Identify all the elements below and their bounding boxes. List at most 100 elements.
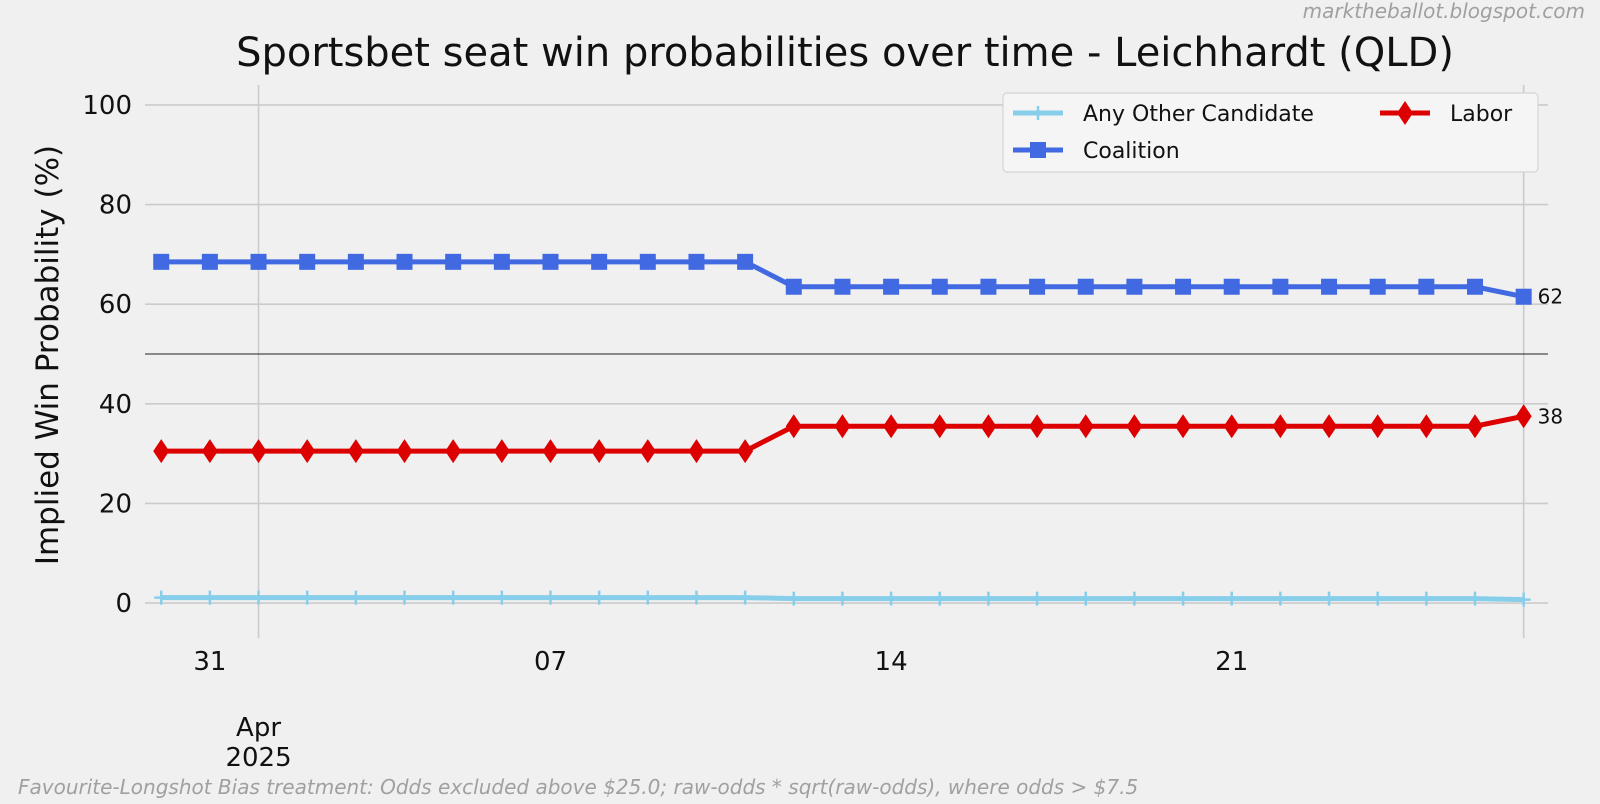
data-point (1515, 288, 1532, 305)
y-tick-label: 80 (99, 191, 132, 221)
data-point (785, 414, 802, 439)
legend-item: Labor (1380, 101, 1513, 127)
data-point (396, 439, 413, 464)
data-point (980, 278, 997, 295)
y-tick-label: 40 (99, 390, 132, 420)
series-coalition (153, 253, 1532, 305)
legend-marker (1030, 142, 1046, 158)
x-tick-label: 21 (1215, 647, 1248, 677)
data-point (1321, 414, 1338, 439)
data-point (1224, 591, 1239, 606)
data-point (1077, 278, 1094, 295)
data-point (347, 439, 364, 464)
data-point (1419, 591, 1434, 606)
y-tick-label: 60 (99, 290, 132, 320)
data-point (1223, 414, 1240, 439)
data-point (785, 278, 802, 295)
data-point (1175, 414, 1192, 439)
data-point (786, 591, 801, 606)
data-point (397, 590, 412, 605)
x-month-label: Apr (236, 713, 281, 743)
data-point (1126, 414, 1143, 439)
data-point (591, 253, 608, 270)
data-point (1272, 414, 1289, 439)
data-point (834, 278, 851, 295)
data-point (981, 591, 996, 606)
data-point (980, 414, 997, 439)
y-axis-label: Implied Win Probability (%) (30, 145, 66, 565)
data-point (201, 253, 218, 270)
data-point (1077, 414, 1094, 439)
data-point (640, 590, 655, 605)
watermark: marktheballot.blogspot.com (1303, 0, 1585, 23)
data-point (396, 253, 413, 270)
data-point (542, 439, 559, 464)
data-point (689, 590, 704, 605)
data-point (1468, 591, 1483, 606)
series-labor (153, 404, 1532, 464)
data-point (688, 439, 705, 464)
data-point (1029, 278, 1046, 295)
data-point (1127, 591, 1142, 606)
data-point (592, 590, 607, 605)
data-point (1467, 414, 1484, 439)
data-point (1370, 591, 1385, 606)
data-point (446, 590, 461, 605)
data-point (1029, 414, 1046, 439)
data-point (834, 414, 851, 439)
data-point (884, 591, 899, 606)
data-point (347, 253, 364, 270)
data-point (1030, 591, 1045, 606)
y-tick-label: 20 (99, 489, 132, 519)
data-point (1078, 591, 1093, 606)
data-point (348, 590, 363, 605)
data-point (299, 439, 316, 464)
data-point (1321, 278, 1338, 295)
chart-title: Sportsbet seat win probabilities over ti… (236, 30, 1454, 76)
data-point (639, 253, 656, 270)
end-value-label: 62 (1538, 285, 1563, 309)
data-point (835, 591, 850, 606)
data-point (250, 439, 267, 464)
data-point (688, 253, 705, 270)
x-tick-label: 31 (193, 647, 226, 677)
data-point (202, 590, 217, 605)
data-point (1418, 278, 1435, 295)
data-point (542, 253, 559, 270)
data-point (445, 439, 462, 464)
data-point (1515, 404, 1532, 429)
data-point (1126, 278, 1143, 295)
x-tick-label: 07 (534, 647, 567, 677)
end-value-label: 38 (1538, 404, 1563, 428)
data-point (737, 253, 754, 270)
x-tick-label: 14 (875, 647, 908, 677)
legend: Any Other Candidate Coalition Labor (1002, 92, 1539, 173)
data-point (931, 414, 948, 439)
data-point (1369, 278, 1386, 295)
legend-items: Any Other Candidate Coalition Labor (1013, 101, 1513, 164)
legend-marker (1031, 106, 1045, 120)
data-point (299, 253, 316, 270)
data-point (883, 278, 900, 295)
data-point (493, 253, 510, 270)
data-point (201, 439, 218, 464)
data-point (493, 439, 510, 464)
data-point (737, 439, 754, 464)
legend-label: Labor (1450, 102, 1513, 127)
legend-item: Any Other Candidate (1013, 102, 1314, 127)
legend-label: Coalition (1083, 139, 1180, 164)
legend-label: Any Other Candidate (1083, 102, 1314, 127)
data-point (1369, 414, 1386, 439)
data-point (153, 439, 170, 464)
data-point (932, 591, 947, 606)
legend-item: Coalition (1013, 139, 1180, 164)
data-point (300, 590, 315, 605)
data-point (251, 590, 266, 605)
x-year-label: 2025 (225, 743, 291, 773)
data-point (639, 439, 656, 464)
end-labels: 62 38 (1538, 285, 1563, 429)
data-point (445, 253, 462, 270)
data-point (1176, 591, 1191, 606)
